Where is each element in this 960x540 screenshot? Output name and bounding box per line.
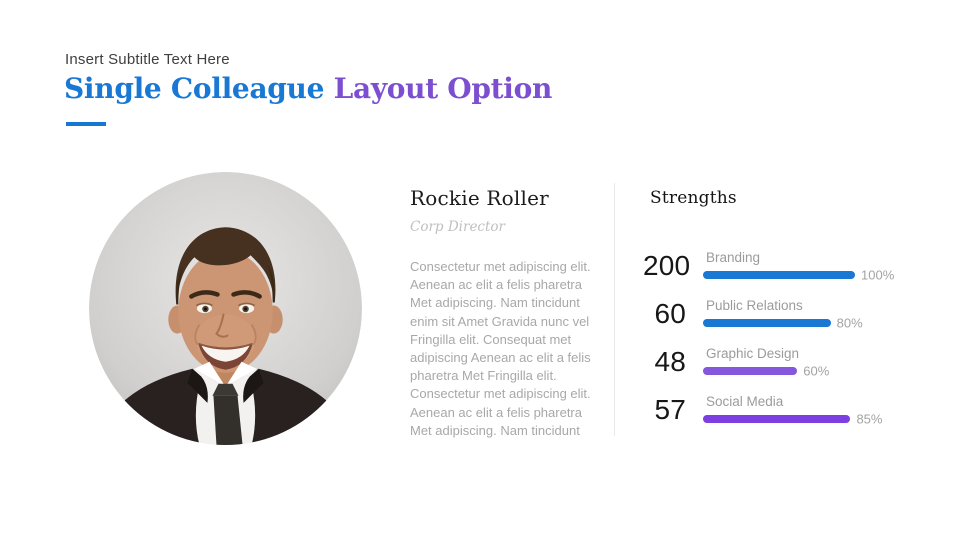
strength-row-social-media: 57 Social Media 85% bbox=[643, 393, 882, 427]
strength-bar-fill bbox=[703, 271, 855, 279]
profile-column: Rockie Roller Corp Director Consectetur … bbox=[410, 186, 594, 440]
slide-subtitle: Insert Subtitle Text Here bbox=[65, 51, 230, 68]
man-portrait-illustration bbox=[89, 172, 362, 445]
title-underline-accent bbox=[66, 122, 106, 126]
colleague-role: Corp Director bbox=[410, 219, 505, 235]
slide-title-primary: Single Colleague bbox=[64, 72, 325, 105]
strength-value: 48 bbox=[654, 345, 686, 377]
strength-value: 57 bbox=[654, 393, 686, 425]
strength-value: 200 bbox=[643, 249, 691, 281]
colleague-name: Rockie Roller bbox=[410, 186, 549, 210]
strengths-heading: Strengths bbox=[650, 188, 737, 208]
strength-row-branding: 200 Branding 100% bbox=[643, 249, 894, 283]
slide-title-secondary: Layout Option bbox=[333, 72, 553, 105]
strength-bar-fill bbox=[703, 367, 798, 375]
strength-bar: 60% bbox=[703, 364, 855, 379]
slide-title: Single Colleague Layout Option bbox=[64, 72, 552, 105]
colleague-bio: Consectetur met adipiscing elit. Aenean … bbox=[410, 259, 591, 438]
strength-percent: 80% bbox=[836, 315, 863, 331]
strength-bar-fill bbox=[703, 319, 831, 327]
strength-percent: 100% bbox=[861, 267, 895, 283]
strength-value: 60 bbox=[654, 297, 686, 329]
strength-row-graphic-design: 48 Graphic Design 60% bbox=[643, 345, 855, 379]
strength-label: Public Relations bbox=[706, 298, 803, 313]
strength-bar-fill bbox=[703, 415, 851, 423]
strength-bar: 100% bbox=[703, 268, 894, 283]
strength-label: Graphic Design bbox=[706, 346, 800, 361]
strength-percent: 60% bbox=[803, 363, 830, 379]
strength-label: Branding bbox=[706, 250, 761, 265]
strength-label: Social Media bbox=[706, 394, 784, 409]
strength-row-public-relations: 60 Public Relations 80% bbox=[643, 297, 863, 331]
colleague-photo bbox=[89, 172, 362, 445]
vertical-divider bbox=[614, 183, 615, 436]
strength-bar: 80% bbox=[703, 316, 863, 331]
strength-percent: 85% bbox=[856, 411, 883, 427]
strength-bar: 85% bbox=[703, 412, 882, 427]
strengths-list: 200 Branding 100% 60 Public Relations 80… bbox=[643, 249, 894, 442]
